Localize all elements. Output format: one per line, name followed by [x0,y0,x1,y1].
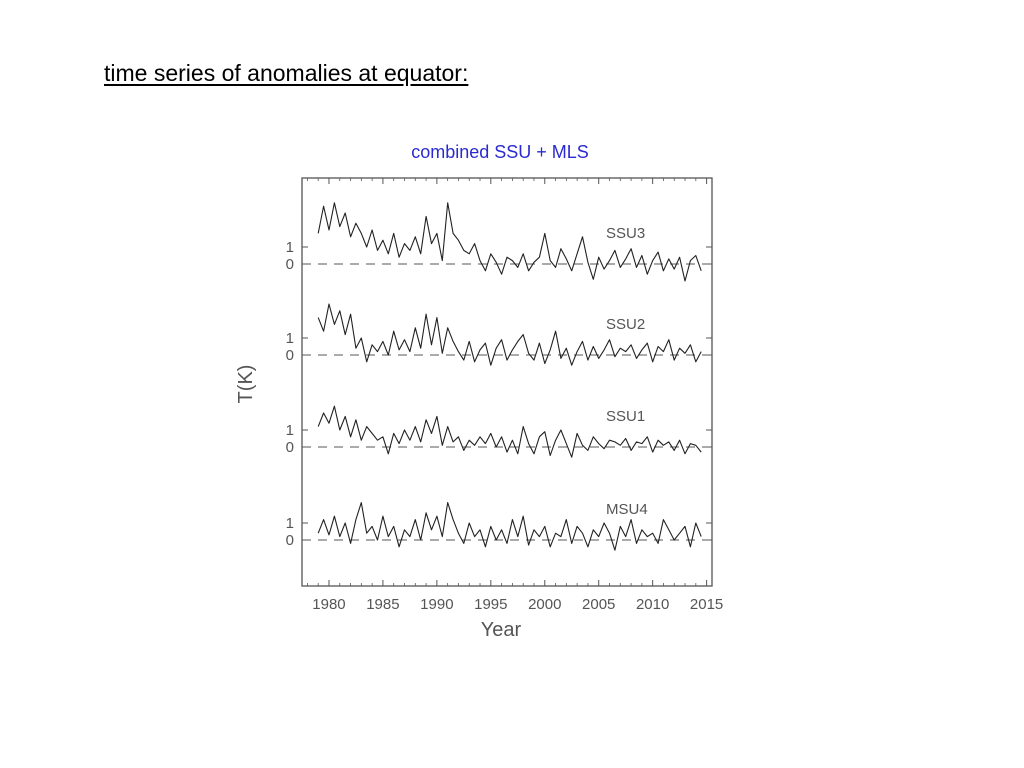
series-label-ssu2: SSU2 [606,316,645,333]
series-line-ssu1 [317,405,702,458]
x-tick-label: 2010 [636,596,669,613]
series-label-msu4: MSU4 [606,501,648,518]
series-group: SSU3 SSU2 SSU1 MSU4 [302,202,712,551]
x-tick-label: 2005 [582,596,615,613]
series-line-ssu3 [317,202,702,282]
y-tick-label: 1 [286,515,294,532]
plot-frame [301,177,713,587]
series-label-ssu3: SSU3 [606,225,645,242]
y-tick-label: 1 [286,239,294,256]
plot-border [301,177,713,587]
y-tick-label: 0 [286,532,294,549]
y-tick-label: 0 [286,256,294,273]
x-tick-label: 2000 [528,596,561,613]
x-tick-label: 1985 [366,596,399,613]
y-axis-label: T(K) [235,365,257,404]
y-tick-label: 0 [286,439,294,456]
y-tick-label: 0 [286,347,294,364]
x-tick-label: 2015 [690,596,723,613]
x-tick-label: 1980 [312,596,345,613]
series-line-msu4 [317,502,702,551]
series-label-ssu1: SSU1 [606,408,645,425]
chart-title: combined SSU + MLS [411,142,589,162]
x-tick-label: 1990 [420,596,453,613]
x-tick-label: 1995 [474,596,507,613]
y-tick-label: 1 [286,422,294,439]
y-tick-label: 1 [286,330,294,347]
series-line-ssu2 [317,303,702,366]
slide-title: time series of anomalies at equator: [104,60,469,86]
axis-labels: Year T(K) [235,365,522,641]
x-axis-label: Year [481,619,522,641]
